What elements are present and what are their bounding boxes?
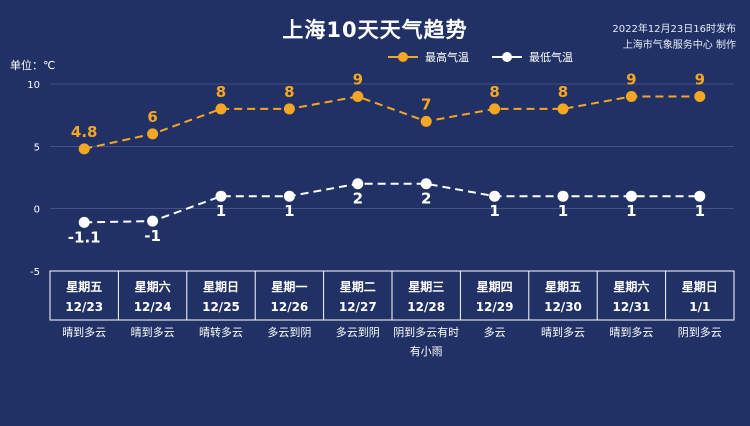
high-temp-point: [215, 103, 227, 115]
low-temp-point: [420, 178, 432, 190]
weekday-label: 星期三: [408, 279, 444, 294]
weather-label: 晴转多云: [199, 325, 243, 339]
high-temp-point: [489, 103, 501, 115]
low-temp-label: 1: [626, 202, 636, 220]
low-temp-label: 1: [216, 202, 226, 220]
date-label: 12/23: [65, 300, 103, 314]
date-label: 12/28: [407, 300, 445, 314]
weather-label: 晴到多云: [609, 325, 653, 339]
unit-label: 单位：℃: [10, 59, 56, 72]
high-temp-point: [78, 143, 90, 155]
high-temp-point: [694, 90, 706, 102]
low-temp-point: [352, 178, 364, 190]
date-label: 12/30: [544, 300, 582, 314]
low-temp-line: [84, 182, 700, 224]
date-label: 12/24: [134, 300, 172, 314]
weather-label: 多云到阴: [267, 325, 311, 339]
high-temp-point: [147, 128, 159, 140]
high-temp-point: [352, 90, 364, 102]
weekday-label: 星期二: [340, 279, 376, 294]
y-tick-label: 0: [34, 205, 40, 216]
low-temp-label: -1: [144, 227, 161, 245]
low-temp-point: [215, 190, 227, 202]
date-label: 1/1: [689, 300, 710, 314]
weather-label: 多云: [484, 325, 506, 339]
high-temp-label: 9: [626, 70, 636, 88]
high-temp-label: 8: [558, 83, 568, 101]
publish-info: 2022年12月23日16时发布 上海市气象服务中心 制作: [516, 22, 736, 54]
weather-label: 有小雨: [410, 344, 443, 358]
legend-marker: [398, 52, 408, 62]
low-temp-point: [283, 190, 295, 202]
series-lines: [83, 95, 700, 224]
low-temp-label: 1: [284, 202, 294, 220]
low-temp-label: 2: [353, 190, 363, 208]
weather-label: 晴到多云: [62, 325, 106, 339]
weather-label: 多云到阴: [336, 325, 380, 339]
low-temp-label: -1.1: [68, 228, 101, 246]
weekday-label: 星期四: [477, 279, 513, 294]
publisher: 上海市气象服务中心 制作: [622, 40, 736, 51]
high-temp-label: 4.8: [71, 123, 98, 141]
date-label: 12/25: [202, 300, 240, 314]
weekday-label: 星期六: [613, 279, 649, 294]
weather-label: 晴到多云: [541, 325, 585, 339]
chart-title: 上海10天天气趋势: [282, 18, 468, 42]
weekday-label: 星期六: [135, 279, 171, 294]
high-temp-point: [625, 90, 637, 102]
legend: 最高气温 最低气温: [388, 50, 573, 64]
legend-label: 最低气温: [529, 50, 573, 64]
series-points: [78, 90, 706, 228]
date-label: 12/26: [271, 300, 309, 314]
weekday-label: 星期一: [271, 279, 307, 294]
low-temp-label: 1: [489, 202, 499, 220]
high-temp-label: 8: [216, 83, 226, 101]
high-temp-label: 6: [147, 108, 157, 126]
y-tick-label: -5: [30, 267, 40, 278]
weather-label: 晴到多云: [131, 325, 175, 339]
high-temp-label: 9: [353, 70, 363, 88]
low-temp-label: 1: [695, 202, 705, 220]
weekday-label: 星期五: [66, 279, 102, 294]
low-temp-point: [557, 190, 569, 202]
legend-label: 最高气温: [425, 50, 469, 64]
data-labels: 4.8 6 8 8 9 7 8 8 9 9 -1.1 -1 1 1 2 2 1 1 1 1: [68, 70, 705, 246]
low-temp-point: [78, 216, 90, 228]
low-temp-label: 1: [558, 202, 568, 220]
legend-marker: [502, 52, 512, 62]
low-temp-label: 2: [421, 190, 431, 208]
y-axis: -5 0 5 10: [27, 80, 40, 278]
high-temp-point: [283, 103, 295, 115]
weather-label: 阴到多云有时: [393, 325, 459, 339]
date-label: 12/31: [613, 300, 651, 314]
weekday-label: 星期日: [203, 279, 239, 294]
low-temp-point: [625, 190, 637, 202]
low-temp-point: [489, 190, 501, 202]
low-temp-point: [147, 215, 159, 227]
high-temp-label: 9: [695, 70, 705, 88]
publish-time: 2022年12月23日16时发布: [612, 24, 736, 35]
low-temp-point: [694, 190, 706, 202]
weather-label: 阴到多云: [678, 325, 722, 339]
day-table: 星期五 12/23 晴到多云 星期六 12/24 晴到多云 星期日 12/25 晴转多云 星期一 1…: [49, 270, 735, 358]
high-temp-label: 7: [421, 95, 431, 113]
high-temp-point: [557, 103, 569, 115]
date-label: 12/29: [476, 300, 514, 314]
high-temp-label: 8: [284, 83, 294, 101]
high-temp-point: [420, 115, 432, 127]
high-temp-label: 8: [489, 83, 499, 101]
y-tick-label: 10: [27, 80, 40, 91]
y-tick-label: 5: [34, 142, 40, 153]
weekday-label: 星期日: [682, 279, 718, 294]
date-label: 12/27: [339, 300, 377, 314]
weekday-label: 星期五: [545, 279, 581, 294]
high-temp-line: [83, 95, 700, 150]
